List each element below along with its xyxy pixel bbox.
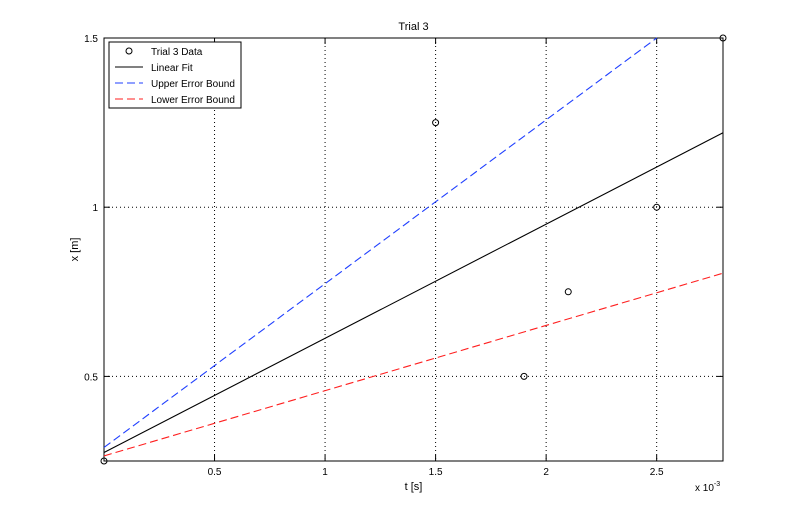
x-tick-label: 1	[322, 467, 328, 478]
legend-label: Linear Fit	[151, 63, 193, 74]
y-axis-label: x [m]	[69, 238, 81, 262]
data-point	[520, 372, 528, 380]
legend-label: Lower Error Bound	[151, 95, 235, 106]
x-tick-label: 1.5	[429, 467, 443, 478]
data-point	[432, 119, 440, 127]
axis-ticks: 0.5 1 1.5 2 2.5 0.5 1 1.5	[84, 34, 723, 478]
series-line	[103, 272, 724, 457]
series-layer	[100, 34, 727, 465]
chart-title: Trial 3	[398, 21, 428, 33]
data-point	[100, 457, 108, 465]
x-tick-label: 2.5	[650, 467, 664, 478]
series-line	[103, 132, 724, 454]
legend-swatch	[125, 47, 133, 55]
x-axis-exponent: x 10-3	[695, 481, 720, 494]
data-point	[653, 203, 661, 211]
x-tick-label: 2	[543, 467, 549, 478]
legend-label: Trial 3 Data	[151, 47, 203, 58]
y-tick-label: 1	[92, 203, 98, 214]
y-tick-label: 1.5	[84, 34, 98, 45]
x-axis-label: t [s]	[405, 481, 423, 493]
legend: Trial 3 Data Linear Fit Upper Error Bound L…	[108, 41, 242, 109]
legend-label: Upper Error Bound	[151, 79, 235, 90]
series-line	[103, 37, 658, 448]
plot-area	[103, 37, 724, 462]
data-point	[564, 288, 572, 296]
data-point	[719, 34, 727, 42]
y-tick-label: 0.5	[84, 372, 98, 383]
x-tick-label: 0.5	[208, 467, 222, 478]
